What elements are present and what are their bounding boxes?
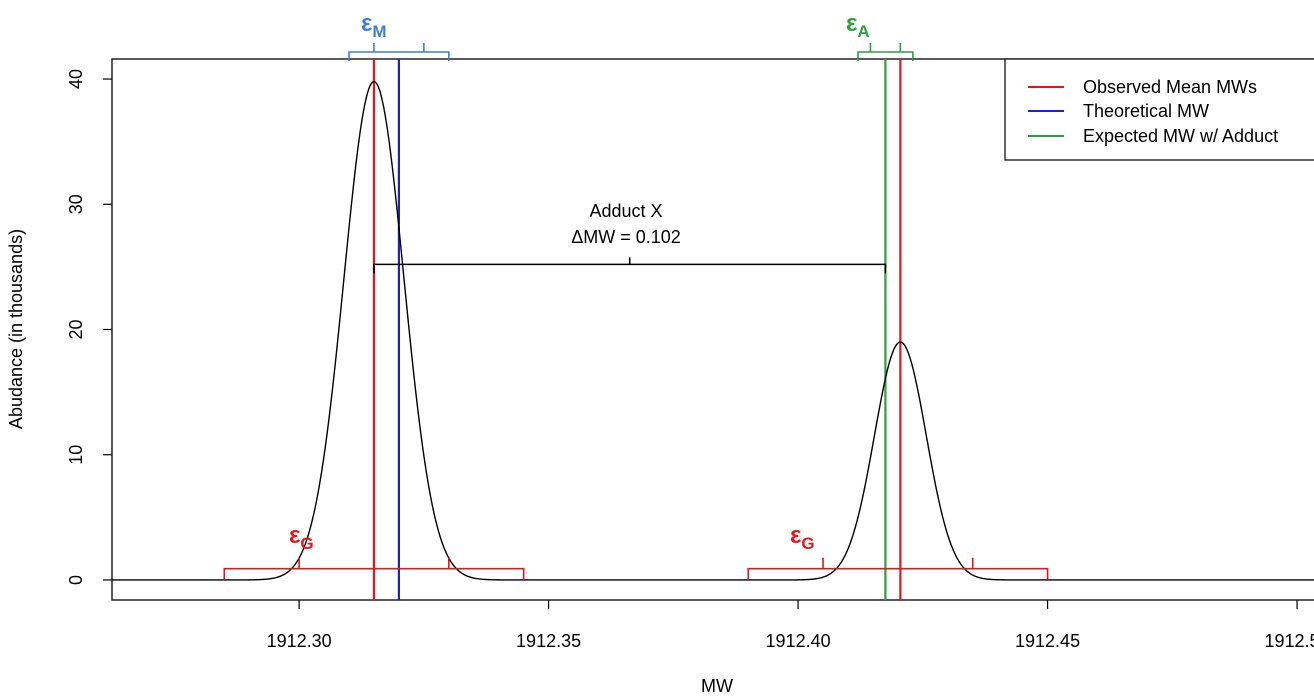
x-tick-label: 1912.30 — [267, 631, 332, 651]
x-tick-label: 1912.35 — [516, 631, 581, 651]
y-tick-label: 10 — [66, 445, 86, 465]
eps-a-label: εA — [846, 10, 870, 41]
y-tick-label: 30 — [66, 194, 86, 214]
y-tick-label: 40 — [66, 69, 86, 89]
adduct-delta-label: ΔMW = 0.102 — [571, 227, 681, 247]
eps-g-right-label: εG — [790, 522, 815, 553]
eps-m-label: εM — [361, 10, 387, 41]
legend-label-observed: Observed Mean MWs — [1083, 77, 1257, 97]
x-tick-label: 1912.50 — [1265, 631, 1314, 651]
legend-box — [1004, 58, 1314, 161]
brackets — [223, 43, 1049, 580]
vertical-lines — [372, 59, 902, 600]
adduct-label: Adduct X — [589, 201, 662, 221]
y-tick-label: 20 — [66, 319, 86, 339]
y-axis: 0 10 20 30 40 — [66, 69, 112, 585]
x-axis: 1912.30 1912.35 1912.40 1912.45 1912.50 — [267, 600, 1314, 651]
x-axis-label: MW — [701, 676, 733, 696]
eps-g-right-bracket — [747, 557, 1049, 580]
eps-m-bracket — [348, 43, 450, 61]
legend-label-expected: Expected MW w/ Adduct — [1083, 126, 1278, 146]
eps-g-left-bracket — [223, 557, 525, 580]
adduct-bracket — [373, 257, 887, 274]
x-tick-label: 1912.45 — [1015, 631, 1080, 651]
legend: Observed Mean MWs Theoretical MW Expecte… — [1004, 58, 1314, 161]
y-axis-label: Abudance (in thousands) — [6, 229, 26, 429]
x-tick-label: 1912.40 — [766, 631, 831, 651]
abundance-curve — [112, 80, 1314, 581]
eps-a-bracket — [857, 43, 914, 61]
legend-label-theoretical: Theoretical MW — [1083, 101, 1209, 121]
eps-g-left-label: εG — [289, 522, 314, 553]
y-tick-label: 0 — [66, 575, 86, 585]
